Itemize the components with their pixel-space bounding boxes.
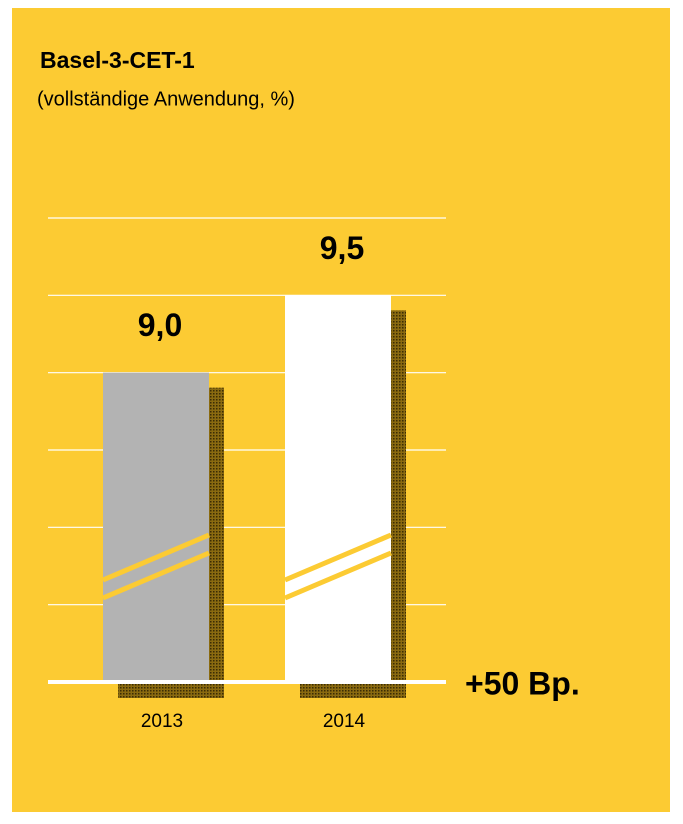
bar-shadow xyxy=(391,310,406,682)
value-label: 9,5 xyxy=(320,230,364,266)
x-tick-label: 2013 xyxy=(141,711,183,732)
chart-title: Basel-3-CET-1 xyxy=(40,47,195,73)
axis-break xyxy=(284,532,392,583)
axis-break xyxy=(102,532,210,583)
bar-shadow xyxy=(300,682,406,698)
bar-shadow xyxy=(118,682,224,698)
value-label: 9,0 xyxy=(138,307,182,343)
chart-subtitle: (vollständige Anwendung, %) xyxy=(37,88,295,110)
axis-break xyxy=(102,550,210,601)
annotation: +50 Bp. xyxy=(465,665,580,701)
bar xyxy=(103,372,209,682)
bar xyxy=(285,295,391,682)
bar-shadow xyxy=(209,387,224,682)
x-tick-label: 2014 xyxy=(323,711,366,732)
axis-break xyxy=(284,550,392,601)
